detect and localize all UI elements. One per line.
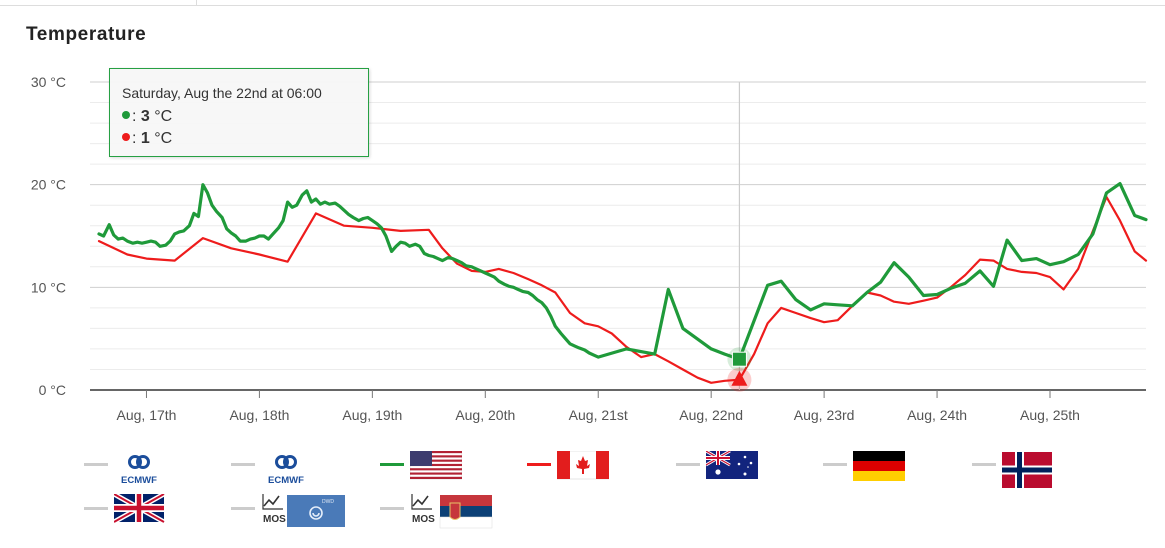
legend-line [231,507,255,510]
legend-item-canada[interactable] [527,450,637,486]
legend-item-ecmwf-1[interactable]: ECMWF [84,450,194,486]
hover-marker-triangle [731,370,748,386]
ecmwf-logo-icon: ECMWF [121,455,157,486]
y-tick-label: 0 °C [39,382,66,398]
canada-flag-icon [557,451,609,480]
legend-line [84,507,108,510]
legend-line [380,507,404,510]
australia-flag-icon [706,451,758,479]
legend-item-uk[interactable] [84,491,194,527]
ecmwf-logo-icon: ECMWF [268,455,304,486]
legend-line [84,463,108,466]
y-tick-label: 10 °C [31,279,66,295]
legend-line [823,463,847,466]
tooltip-row-green: : 3 °C [122,108,172,126]
x-tick-label: Aug, 17th [117,407,177,423]
x-tick-label: Aug, 22nd [679,407,743,423]
series-line-red [97,195,1148,384]
panel-tab[interactable] [0,0,197,6]
svg-text:DWD: DWD [322,499,334,505]
mos-chart-icon: MOS [411,494,493,529]
legend-item-ecmwf-2[interactable]: ECMWF [231,450,341,486]
chart-title: Temperature [26,24,147,45]
legend-line [380,463,404,466]
legend-item-mos-dwd[interactable]: MOS DWD [231,491,351,527]
legend-line [676,463,700,466]
x-tick-label: Aug, 24th [907,407,967,423]
y-tick-label: 20 °C [31,177,66,193]
green-series-dot-icon [122,111,130,119]
uk-flag-icon [114,494,166,525]
svg-text:MOS: MOS [263,514,286,525]
x-tick-label: Aug, 21st [569,407,628,423]
legend-item-norway[interactable] [972,450,1082,488]
red-series-dot-icon [122,133,130,141]
legend-line [972,463,996,466]
svg-text:MOS: MOS [412,514,435,525]
legend-line [527,463,551,466]
norway-flag-icon [1002,452,1052,488]
x-tick-label: Aug, 19th [342,407,402,423]
series-line-green [97,182,1148,361]
x-tick-label: Aug, 23rd [794,407,855,423]
x-tick-label: Aug, 25th [1020,407,1080,423]
panel-border [196,5,1165,6]
mos-chart-icon: MOS DWD [262,494,345,527]
tooltip-header: Saturday, Aug the 22nd at 06:00 [122,85,322,101]
svg-text:ECMWF: ECMWF [121,475,157,486]
hover-marker-square [731,351,747,367]
usa-flag-icon [410,451,462,480]
x-tick-label: Aug, 18th [229,407,289,423]
svg-text:ECMWF: ECMWF [268,475,304,486]
x-tick-label: Aug, 20th [455,407,515,423]
legend-line [231,463,255,466]
legend-item-australia[interactable] [676,450,786,486]
legend-item-germany[interactable] [823,450,933,486]
legend-item-mos-serbia[interactable]: MOS [380,491,500,529]
germany-flag-icon [853,451,905,481]
y-tick-label: 30 °C [31,74,66,90]
legend-item-usa[interactable] [380,450,490,486]
tooltip-row-red: : 1 °C [122,130,172,148]
chart-tooltip: Saturday, Aug the 22nd at 06:00 : 3 °C :… [109,68,369,157]
